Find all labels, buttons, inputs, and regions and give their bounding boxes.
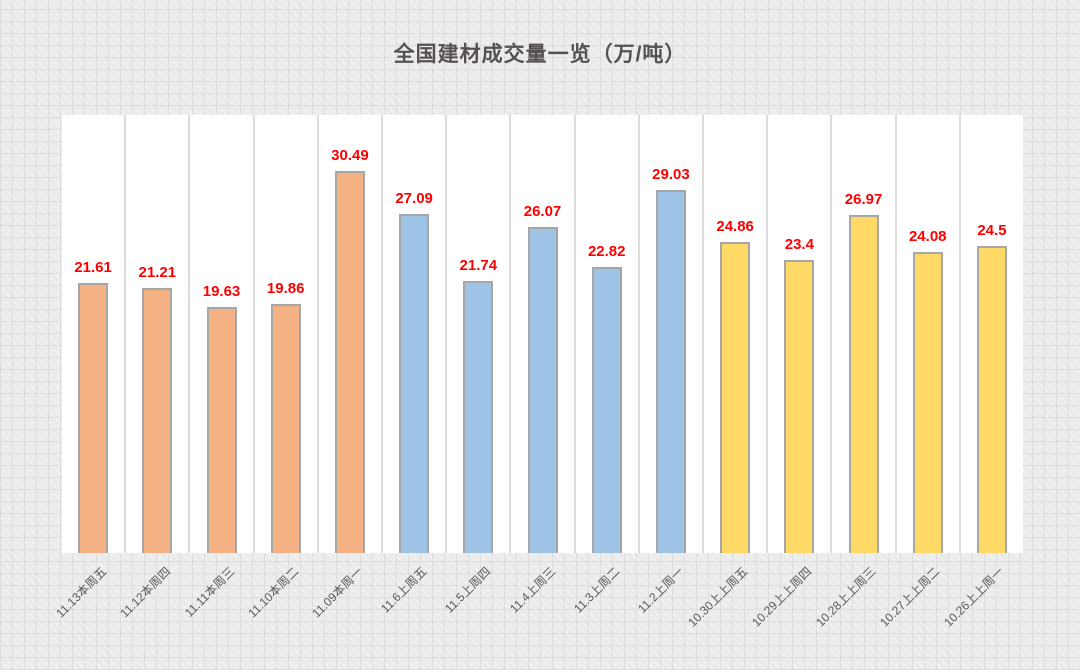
bar-value-label: 24.08 xyxy=(908,228,947,245)
bar xyxy=(848,215,879,553)
bar xyxy=(270,304,301,553)
x-axis-label: 10.26上上周一 xyxy=(941,564,1007,630)
bar xyxy=(591,267,622,553)
bar-value-label: 19.63 xyxy=(202,283,241,300)
bar-value-label: 23.4 xyxy=(784,236,814,253)
category-column: 22.82 xyxy=(573,115,638,553)
bar xyxy=(334,171,365,553)
category-column: 21.61 xyxy=(62,115,124,553)
bar xyxy=(399,214,430,553)
x-axis: 11.13本周五 11.12本周四 11.11本周三 11.10本周二 11.09本周一… xyxy=(53,553,1023,670)
category-column: 21.74 xyxy=(445,115,509,553)
bar xyxy=(463,281,494,553)
bar-value-label: 22.82 xyxy=(587,243,626,260)
category-column: 24.86 xyxy=(702,115,766,553)
category-column: 19.86 xyxy=(252,115,317,553)
bar xyxy=(78,283,109,553)
category-column: 26.07 xyxy=(509,115,573,553)
bar xyxy=(527,227,558,553)
category-column: 24.5 xyxy=(958,115,1023,553)
category-column: 27.09 xyxy=(381,115,445,553)
category-column: 30.49 xyxy=(316,115,381,553)
bar xyxy=(720,242,751,553)
bar-value-label: 30.49 xyxy=(331,147,369,164)
bar-value-label: 24.5 xyxy=(977,222,1007,239)
bar-value-label: 26.07 xyxy=(523,203,562,220)
bar-value-label: 27.09 xyxy=(395,190,433,207)
category-column: 24.08 xyxy=(894,115,959,553)
bar-value-label: 21.21 xyxy=(138,264,177,281)
category-column: 23.4 xyxy=(766,115,830,553)
plot-area: 21.61 21.21 19.63 19.86 30.49 27.09 21.74 26.07… xyxy=(62,115,1023,553)
category-column: 21.21 xyxy=(124,115,188,553)
bar xyxy=(142,288,173,553)
bar-value-label: 26.97 xyxy=(844,191,883,208)
bar-value-label: 21.74 xyxy=(459,257,498,274)
bar-value-label: 19.86 xyxy=(266,280,305,297)
bar xyxy=(206,307,237,553)
bar xyxy=(912,252,943,553)
bar-value-label: 21.61 xyxy=(74,259,112,276)
bar xyxy=(784,260,815,553)
category-column: 29.03 xyxy=(637,115,702,553)
bar xyxy=(655,190,686,553)
bar-value-label: 24.86 xyxy=(716,218,754,235)
bar-value-label: 29.03 xyxy=(652,166,690,183)
bar xyxy=(976,246,1007,553)
category-column: 26.97 xyxy=(830,115,894,553)
chart-title: 全国建材成交量一览（万/吨） xyxy=(393,43,687,66)
category-column: 19.63 xyxy=(188,115,252,553)
